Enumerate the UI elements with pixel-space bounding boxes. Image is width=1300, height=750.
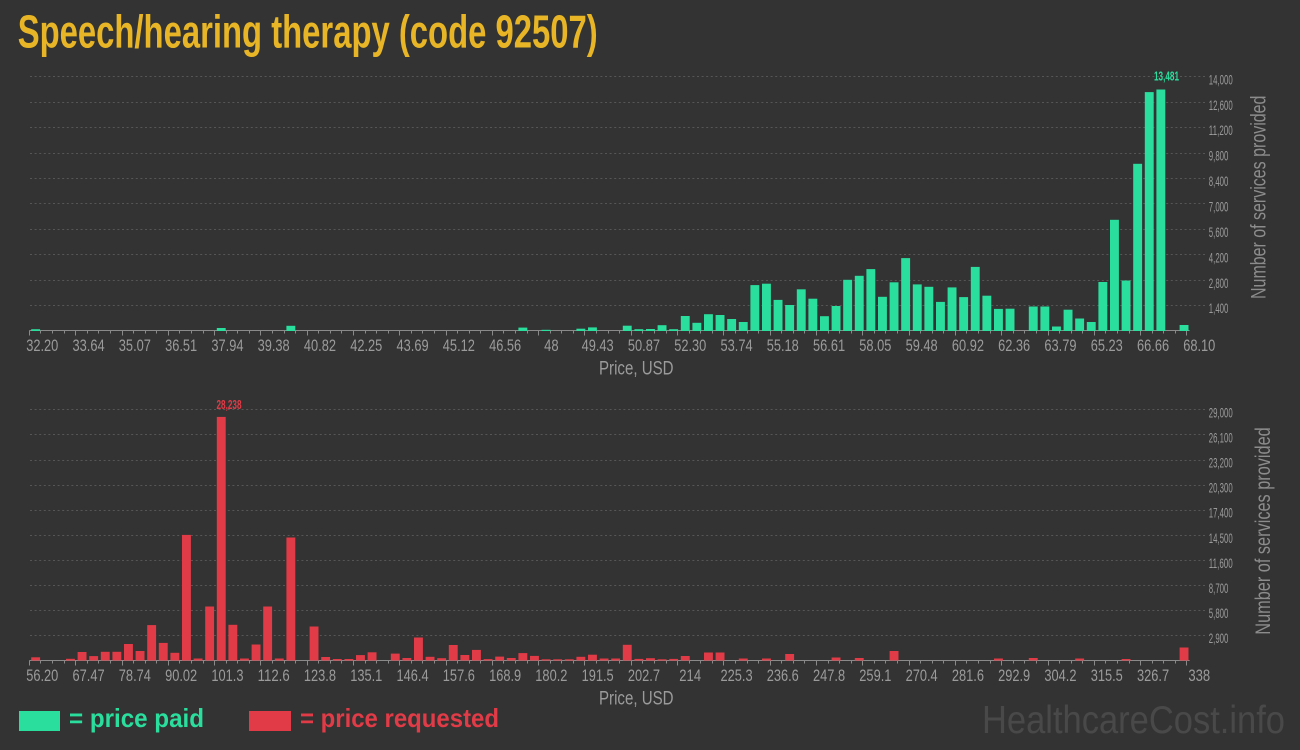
svg-text:48: 48 bbox=[544, 336, 559, 355]
svg-text:7,000: 7,000 bbox=[1209, 199, 1229, 215]
svg-text:50.87: 50.87 bbox=[628, 336, 660, 355]
svg-text:315.5: 315.5 bbox=[1091, 666, 1123, 685]
svg-text:28,238: 28,238 bbox=[217, 397, 242, 412]
svg-text:56.20: 56.20 bbox=[26, 666, 58, 685]
svg-text:62.36: 62.36 bbox=[998, 336, 1030, 355]
svg-text:11,600: 11,600 bbox=[1209, 555, 1233, 571]
svg-text:9,800: 9,800 bbox=[1209, 148, 1229, 164]
svg-text:42.25: 42.25 bbox=[350, 336, 382, 355]
svg-text:2,800: 2,800 bbox=[1209, 275, 1229, 291]
svg-text:259.1: 259.1 bbox=[859, 666, 891, 685]
svg-text:5,800: 5,800 bbox=[1209, 605, 1229, 621]
svg-text:11,200: 11,200 bbox=[1209, 122, 1233, 138]
svg-text:214: 214 bbox=[679, 666, 701, 685]
svg-text:304.2: 304.2 bbox=[1044, 666, 1076, 685]
svg-text:49.43: 49.43 bbox=[582, 336, 614, 355]
svg-text:78.74: 78.74 bbox=[119, 666, 151, 685]
svg-text:63.79: 63.79 bbox=[1044, 336, 1076, 355]
svg-text:14,500: 14,500 bbox=[1209, 530, 1233, 546]
svg-text:Price, USD: Price, USD bbox=[599, 359, 674, 380]
svg-text:191.5: 191.5 bbox=[582, 666, 614, 685]
svg-text:168.9: 168.9 bbox=[489, 666, 521, 685]
svg-text:281.6: 281.6 bbox=[952, 666, 984, 685]
svg-text:326.7: 326.7 bbox=[1137, 666, 1169, 685]
svg-text:66.66: 66.66 bbox=[1137, 336, 1169, 355]
svg-text:60.92: 60.92 bbox=[952, 336, 984, 355]
svg-text:= price requested: = price requested bbox=[300, 703, 499, 733]
svg-text:46.56: 46.56 bbox=[489, 336, 521, 355]
svg-text:123.8: 123.8 bbox=[304, 666, 336, 685]
svg-text:90.02: 90.02 bbox=[165, 666, 197, 685]
svg-text:14,000: 14,000 bbox=[1209, 71, 1233, 87]
svg-text:8,700: 8,700 bbox=[1209, 580, 1229, 596]
svg-text:65.23: 65.23 bbox=[1091, 336, 1123, 355]
svg-text:= price paid: = price paid bbox=[69, 703, 204, 733]
svg-text:135.1: 135.1 bbox=[350, 666, 382, 685]
svg-text:Number of services provided: Number of services provided bbox=[1252, 427, 1275, 634]
svg-text:53.74: 53.74 bbox=[721, 336, 753, 355]
svg-text:32.20: 32.20 bbox=[26, 336, 58, 355]
svg-text:146.4: 146.4 bbox=[397, 666, 429, 685]
svg-text:40.82: 40.82 bbox=[304, 336, 336, 355]
svg-text:55.18: 55.18 bbox=[767, 336, 799, 355]
svg-text:13,481: 13,481 bbox=[1154, 69, 1179, 84]
svg-text:33.64: 33.64 bbox=[73, 336, 105, 355]
svg-text:8,400: 8,400 bbox=[1209, 173, 1229, 189]
svg-text:45.12: 45.12 bbox=[443, 336, 475, 355]
svg-text:2,900: 2,900 bbox=[1209, 630, 1229, 646]
svg-text:67.47: 67.47 bbox=[73, 666, 105, 685]
svg-text:35.07: 35.07 bbox=[119, 336, 151, 355]
svg-text:43.69: 43.69 bbox=[397, 336, 429, 355]
svg-text:58.05: 58.05 bbox=[859, 336, 891, 355]
svg-text:39.38: 39.38 bbox=[258, 336, 290, 355]
svg-text:52.30: 52.30 bbox=[674, 336, 706, 355]
svg-text:68.10: 68.10 bbox=[1183, 336, 1215, 355]
svg-text:292.9: 292.9 bbox=[998, 666, 1030, 685]
svg-text:HealthcareCost.info: HealthcareCost.info bbox=[982, 699, 1285, 742]
svg-text:Number of services provided: Number of services provided bbox=[1248, 96, 1271, 299]
svg-text:4,200: 4,200 bbox=[1209, 249, 1229, 265]
svg-text:12,600: 12,600 bbox=[1209, 97, 1233, 113]
svg-text:Speech/hearing therapy (code 9: Speech/hearing therapy (code 92507) bbox=[18, 5, 598, 57]
svg-text:202.7: 202.7 bbox=[628, 666, 660, 685]
svg-text:36.51: 36.51 bbox=[165, 336, 197, 355]
svg-text:157.6: 157.6 bbox=[443, 666, 475, 685]
svg-text:225.3: 225.3 bbox=[721, 666, 753, 685]
svg-text:59.48: 59.48 bbox=[906, 336, 938, 355]
svg-text:101.3: 101.3 bbox=[211, 666, 243, 685]
svg-text:23,200: 23,200 bbox=[1209, 455, 1233, 471]
svg-text:112.6: 112.6 bbox=[258, 666, 290, 685]
svg-text:180.2: 180.2 bbox=[535, 666, 567, 685]
svg-text:236.6: 236.6 bbox=[767, 666, 799, 685]
svg-text:17,400: 17,400 bbox=[1209, 505, 1233, 521]
svg-text:26,100: 26,100 bbox=[1209, 430, 1233, 446]
svg-text:270.4: 270.4 bbox=[906, 666, 938, 685]
svg-text:20,300: 20,300 bbox=[1209, 480, 1233, 496]
svg-text:37.94: 37.94 bbox=[211, 336, 243, 355]
svg-text:247.8: 247.8 bbox=[813, 666, 845, 685]
svg-text:29,000: 29,000 bbox=[1209, 405, 1233, 421]
svg-text:Price, USD: Price, USD bbox=[599, 689, 674, 710]
svg-text:338: 338 bbox=[1188, 666, 1210, 685]
svg-text:56.61: 56.61 bbox=[813, 336, 845, 355]
svg-text:5,600: 5,600 bbox=[1209, 224, 1229, 240]
svg-text:1,400: 1,400 bbox=[1209, 300, 1229, 316]
